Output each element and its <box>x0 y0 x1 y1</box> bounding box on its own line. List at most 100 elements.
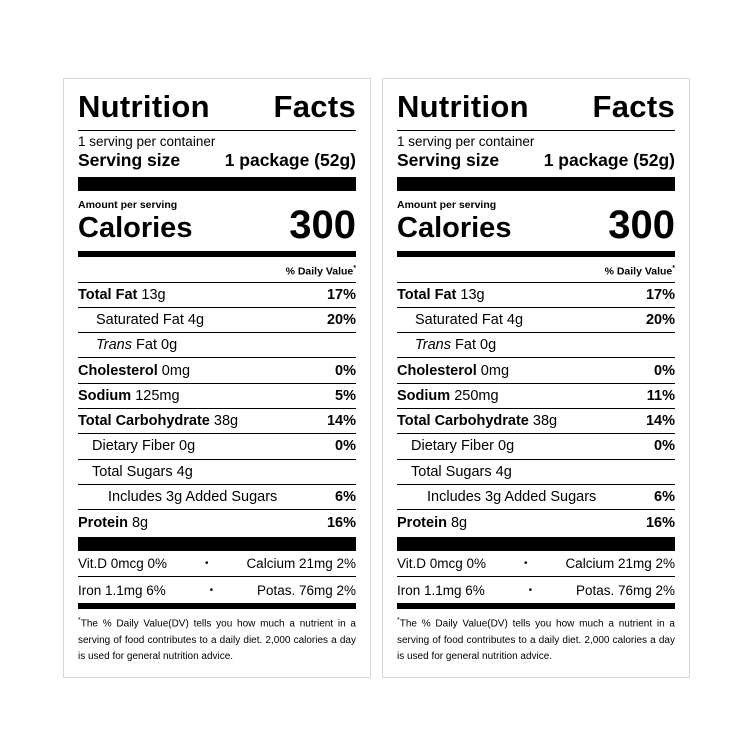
nutrient-amount: 4g <box>176 463 193 480</box>
nutrient-name: Cholesterol <box>78 362 158 379</box>
vitamin-d: Vit.D 0mcg 0% <box>397 556 487 572</box>
amount-per-serving: Amount per serving <box>78 199 178 211</box>
calories-row: Calories 300 <box>78 205 356 245</box>
iron-potassium-row: Iron 1.1mg 6% • Potas. 76mg 2% <box>397 577 675 603</box>
nutrient-amount: 0g <box>161 337 178 354</box>
title-facts: Facts <box>592 89 675 124</box>
servings-per-container: 1 serving per container <box>78 130 356 149</box>
iron: Iron 1.1mg 6% <box>397 582 485 598</box>
nutrient-name: Total Sugars <box>92 463 173 480</box>
nutrient-name: Dietary Fiber <box>92 438 175 455</box>
nutrient-amount: 4g <box>187 311 205 328</box>
separator-dot: • <box>523 558 528 570</box>
thick-divider <box>78 537 356 552</box>
nutrient-dv: 16% <box>645 514 675 531</box>
medium-divider <box>397 251 675 257</box>
nutrient-amount: 4g <box>495 463 512 480</box>
nutrient-name: Protein <box>397 514 447 531</box>
vitamin-calcium-row: Vit.D 0mcg 0% • Calcium 21mg 2% <box>78 551 356 578</box>
label-title: Nutrition Facts <box>397 89 675 125</box>
calories-label: Calories <box>78 212 193 244</box>
medium-divider <box>397 603 675 610</box>
title-nutrition: Nutrition <box>397 89 529 124</box>
label-content: Nutrition Facts 1 serving per container … <box>78 89 356 665</box>
separator-dot: • <box>528 584 533 596</box>
separator-dot: • <box>209 584 214 596</box>
nutrient-name-italic: Trans <box>96 337 132 354</box>
calories-label: Calories <box>397 212 512 244</box>
thick-divider <box>397 537 675 552</box>
protein-row: Protein 8g 16% <box>78 510 356 535</box>
iron: Iron 1.1mg 6% <box>78 582 166 598</box>
nutrient-name: Sodium <box>397 387 451 404</box>
dietary-fiber-row: Dietary Fiber 0g 0% <box>78 434 356 460</box>
total-carbohydrate-row: Total Carbohydrate 38g 14% <box>397 409 675 435</box>
iron-potassium-row: Iron 1.1mg 6% • Potas. 76mg 2% <box>78 577 356 603</box>
nutrient-dv: 11% <box>646 387 675 404</box>
nutrient-amount: 38g <box>213 413 239 430</box>
serving-size-row: Serving size 1 package (52g) <box>78 150 356 171</box>
amount-per-serving: Amount per serving <box>397 199 497 211</box>
nutrient-dv: 20% <box>645 311 675 328</box>
nutrient-amount: 13g <box>460 286 485 303</box>
label-title: Nutrition Facts <box>78 89 356 125</box>
nutrient-dv: 17% <box>645 286 675 303</box>
nutrition-label-left: Nutrition Facts 1 serving per container … <box>63 78 371 678</box>
potassium: Potas. 76mg 2% <box>256 582 356 598</box>
total-sugars-row: Total Sugars 4g <box>78 460 356 485</box>
nutrient-dv: 20% <box>326 311 356 328</box>
nutrient-amount: 0g <box>179 438 196 455</box>
nutrient-amount: 38g <box>532 413 558 430</box>
sodium-row: Sodium 250mg 11% <box>397 384 675 409</box>
servings-per-container: 1 serving per container <box>397 130 675 149</box>
daily-value-header: % Daily Value* <box>78 257 356 283</box>
nutrient-name-italic: Trans <box>415 337 451 354</box>
medium-divider <box>78 251 356 257</box>
nutrient-dv: 17% <box>326 286 356 303</box>
added-sugars-row: Includes 3g Added Sugars 6% <box>397 485 675 511</box>
nutrient-amount: 250mg <box>454 387 499 404</box>
title-facts: Facts <box>273 89 356 124</box>
nutrient-dv: 0% <box>654 438 675 455</box>
nutrient-name: Total Carbohydrate <box>397 413 529 430</box>
nutrient-amount: 13g <box>141 286 166 303</box>
vitamin-d: Vit.D 0mcg 0% <box>78 556 168 572</box>
nutrient-dv: 5% <box>335 387 356 404</box>
nutrient-dv: 14% <box>645 413 675 430</box>
footnote: *The % Daily Value(DV) tells you how muc… <box>78 617 356 662</box>
total-fat-row: Total Fat 13g 17% <box>397 283 675 308</box>
nutrient-amount: 0g <box>498 438 515 455</box>
serving-size-value: 1 package (52g) <box>224 150 356 170</box>
nutrient-dv: 0% <box>335 438 356 455</box>
nutrient-amount: 0g <box>480 337 497 354</box>
nutrient-name: Total Carbohydrate <box>78 413 210 430</box>
nutrient-dv: 16% <box>326 514 356 531</box>
calories-value: 300 <box>608 203 675 247</box>
added-sugars-row: Includes 3g Added Sugars 6% <box>78 485 356 511</box>
nutrient-dv: 0% <box>335 362 356 379</box>
vitamin-calcium-row: Vit.D 0mcg 0% • Calcium 21mg 2% <box>397 551 675 578</box>
added-sugars-text: Includes 3g Added Sugars <box>427 489 597 506</box>
cholesterol-row: Cholesterol 0mg 0% <box>397 358 675 384</box>
added-sugars-text: Includes 3g Added Sugars <box>108 489 278 506</box>
separator-dot: • <box>204 558 209 570</box>
protein-row: Protein 8g 16% <box>397 510 675 535</box>
serving-size-row: Serving size 1 package (52g) <box>397 150 675 171</box>
nutrient-name: Cholesterol <box>397 362 477 379</box>
calcium: Calcium 21mg 2% <box>565 556 675 572</box>
serving-size-label: Serving size <box>397 150 500 170</box>
nutrient-amount: 0mg <box>161 362 191 379</box>
daily-value-header: % Daily Value* <box>397 257 675 283</box>
nutrient-name: Protein <box>78 514 128 531</box>
title-nutrition: Nutrition <box>78 89 210 124</box>
saturated-fat-row: Saturated Fat 4g 20% <box>78 308 356 334</box>
total-fat-row: Total Fat 13g 17% <box>78 283 356 308</box>
saturated-fat-row: Saturated Fat 4g 20% <box>397 308 675 334</box>
calories-value: 300 <box>289 203 356 247</box>
calories-row: Calories 300 <box>397 205 675 245</box>
label-content: Nutrition Facts 1 serving per container … <box>397 89 675 665</box>
nutrient-dv: 14% <box>326 413 356 430</box>
total-sugars-row: Total Sugars 4g <box>397 460 675 485</box>
total-carbohydrate-row: Total Carbohydrate 38g 14% <box>78 409 356 435</box>
nutrient-amount: 125mg <box>135 387 180 404</box>
